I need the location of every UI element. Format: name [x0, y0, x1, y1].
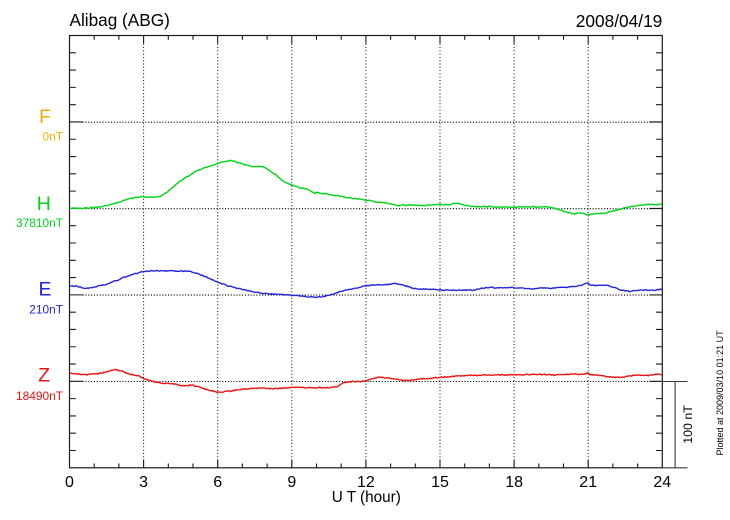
svg-text:3: 3 [139, 474, 148, 491]
svg-text:Plotted at 2009/03/10 01:21 UT: Plotted at 2009/03/10 01:21 UT [715, 330, 725, 456]
svg-text:24: 24 [653, 474, 671, 491]
svg-text:Alibag (ABG): Alibag (ABG) [70, 10, 170, 30]
svg-text:6: 6 [213, 474, 222, 491]
svg-text:12: 12 [357, 474, 375, 491]
svg-text:E: E [38, 279, 51, 301]
svg-text:H: H [37, 193, 51, 215]
svg-text:2008/04/19: 2008/04/19 [576, 11, 663, 31]
svg-text:37810nT: 37810nT [16, 216, 63, 230]
svg-text:18490nT: 18490nT [16, 389, 63, 403]
svg-text:9: 9 [287, 474, 296, 491]
svg-text:100 nT: 100 nT [681, 405, 695, 444]
svg-text:F: F [39, 106, 51, 128]
svg-text:210nT: 210nT [29, 303, 63, 317]
svg-text:U T (hour): U T (hour) [332, 489, 401, 506]
svg-text:0: 0 [65, 474, 74, 491]
svg-text:21: 21 [579, 474, 597, 491]
svg-text:15: 15 [431, 474, 449, 491]
svg-text:0nT: 0nT [43, 130, 64, 144]
svg-text:Z: Z [38, 365, 50, 387]
svg-text:18: 18 [505, 474, 523, 491]
